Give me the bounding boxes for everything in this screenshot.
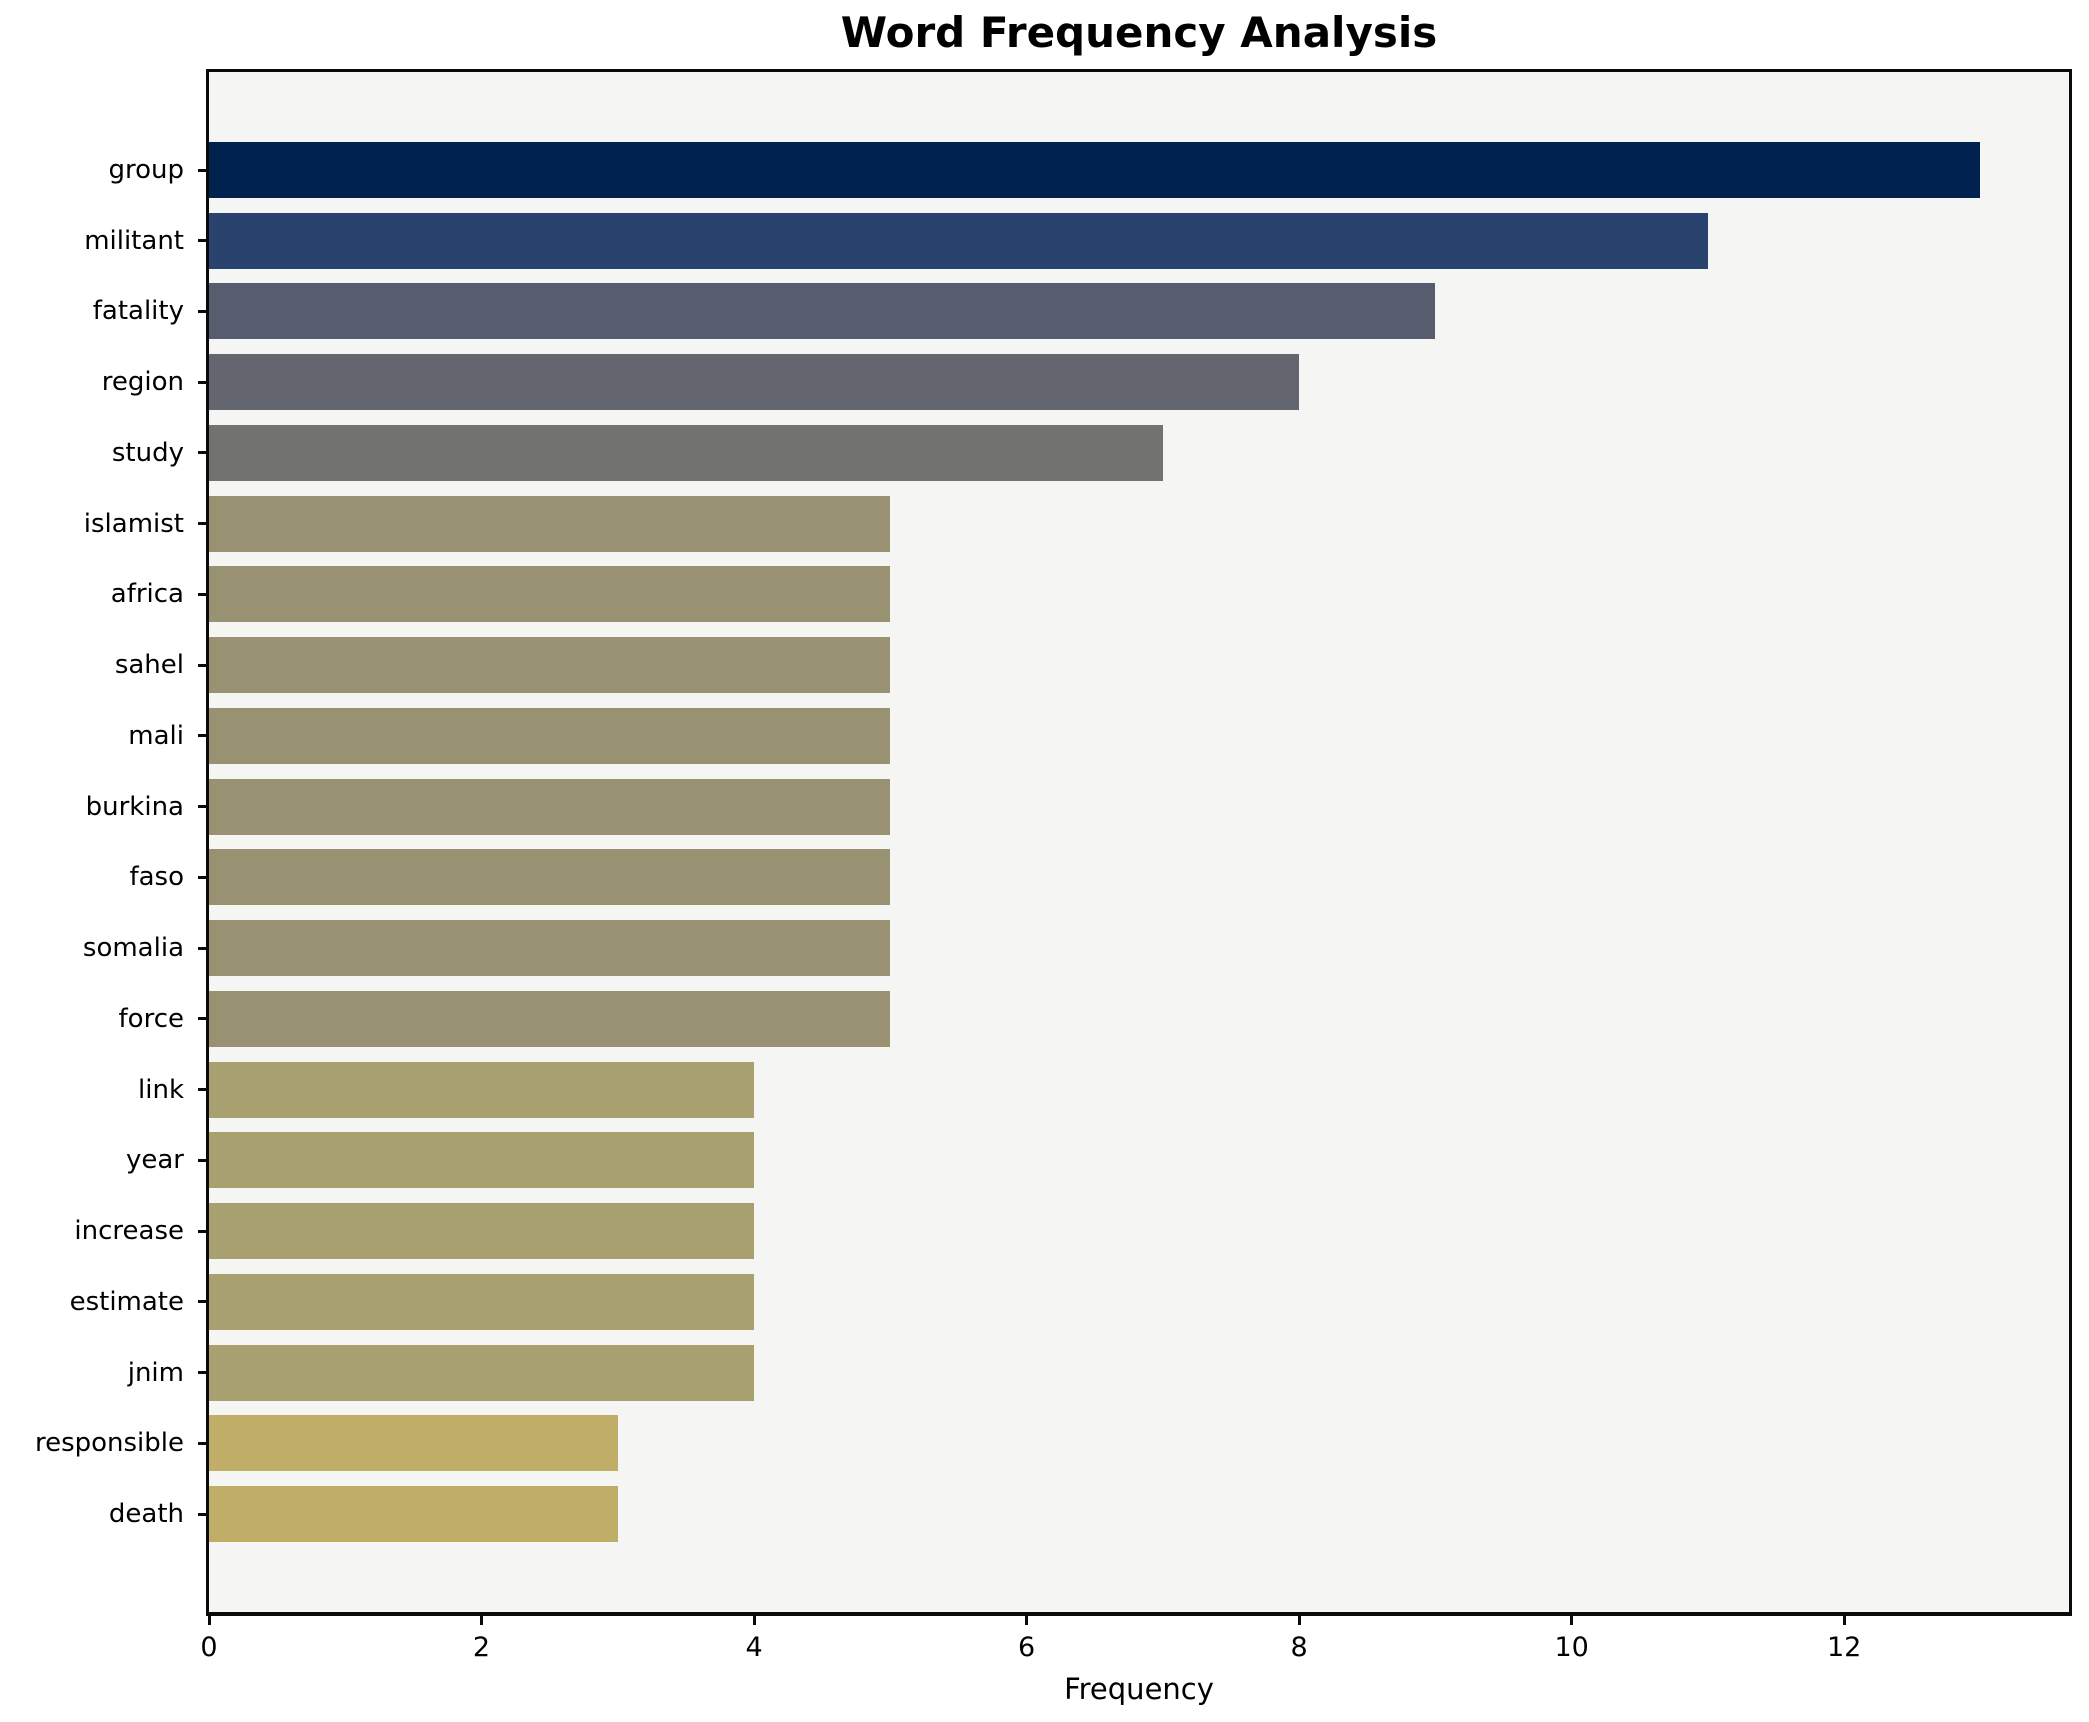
y-tick-label-group: group — [108, 155, 184, 185]
y-tick-mark — [198, 168, 209, 172]
y-tick-label-militant: militant — [84, 225, 184, 256]
bar-group — [209, 142, 1981, 198]
bar-year — [209, 1132, 755, 1189]
x-tick-label-8: 8 — [1290, 1632, 1308, 1663]
y-tick-label-year: year — [125, 1145, 184, 1176]
bar-study — [209, 424, 1163, 481]
y-tick-mark — [198, 663, 209, 667]
y-tick-label-islamist: islamist — [83, 508, 184, 539]
bar-sahel — [209, 637, 891, 694]
bar-jnim — [209, 1344, 755, 1401]
y-tick-label-study: study — [111, 437, 184, 468]
bar-region — [209, 354, 1300, 411]
y-tick-mark — [198, 451, 209, 455]
bar-faso — [209, 849, 891, 906]
bar-burkina — [209, 778, 891, 835]
y-tick-mark — [198, 1371, 209, 1375]
bar-africa — [209, 566, 891, 623]
x-tick-label-10: 10 — [1554, 1632, 1589, 1663]
y-tick-mark — [198, 239, 209, 243]
y-tick-mark — [198, 734, 209, 738]
bar-islamist — [209, 495, 891, 552]
x-tick-mark — [1297, 1613, 1301, 1625]
y-tick-label-jnim: jnim — [127, 1357, 184, 1388]
y-tick-label-region: region — [101, 367, 184, 398]
y-tick-mark — [198, 1088, 209, 1092]
y-tick-mark — [198, 1158, 209, 1162]
y-tick-mark — [198, 592, 209, 596]
x-tick-label-12: 12 — [1826, 1632, 1862, 1663]
y-tick-label-somalia: somalia — [82, 933, 184, 964]
x-tick-label-2: 2 — [472, 1632, 491, 1663]
y-tick-mark — [198, 1441, 209, 1445]
y-tick-label-force: force — [118, 1003, 184, 1034]
y-tick-label-increase: increase — [74, 1216, 184, 1247]
y-tick-label-africa: africa — [110, 579, 184, 610]
y-tick-mark — [198, 875, 209, 879]
y-tick-label-estimate: estimate — [69, 1286, 184, 1317]
bar-mali — [209, 707, 891, 764]
x-tick-mark — [207, 1613, 211, 1625]
chart-title: Word Frequency Analysis — [840, 8, 1438, 57]
x-tick-mark — [480, 1613, 484, 1625]
x-tick-label-0: 0 — [200, 1632, 218, 1663]
y-tick-mark — [198, 1512, 209, 1516]
y-tick-label-mali: mali — [128, 720, 184, 751]
y-tick-mark — [198, 946, 209, 950]
y-tick-label-fatality: fatality — [92, 296, 184, 327]
bar-fatality — [209, 283, 1436, 340]
bar-death — [209, 1486, 618, 1542]
bar-force — [209, 990, 891, 1047]
y-tick-mark — [198, 522, 209, 526]
y-tick-mark — [198, 309, 209, 313]
y-tick-label-faso: faso — [129, 862, 184, 893]
y-tick-label-death: death — [108, 1499, 184, 1529]
bar-somalia — [209, 920, 891, 977]
bar-responsible — [209, 1415, 618, 1472]
y-tick-mark — [198, 805, 209, 809]
x-tick-label-4: 4 — [745, 1632, 763, 1663]
x-tick-mark — [1842, 1613, 1846, 1625]
y-tick-mark — [198, 1017, 209, 1021]
y-tick-label-burkina: burkina — [85, 791, 184, 822]
y-tick-label-link: link — [138, 1074, 184, 1105]
y-tick-label-sahel: sahel — [114, 650, 184, 681]
bar-estimate — [209, 1273, 755, 1330]
x-tick-mark — [1570, 1613, 1574, 1625]
y-tick-label-responsible: responsible — [34, 1428, 184, 1459]
x-tick-mark — [752, 1613, 756, 1625]
x-axis-title: Frequency — [1064, 1672, 1214, 1706]
plot-area — [209, 72, 2069, 1612]
x-tick-label-6: 6 — [1017, 1632, 1036, 1663]
bar-increase — [209, 1203, 755, 1260]
y-tick-mark — [198, 380, 209, 384]
bar-link — [209, 1061, 755, 1118]
x-tick-mark — [1025, 1613, 1029, 1625]
y-tick-mark — [198, 1229, 209, 1233]
y-tick-mark — [198, 1300, 209, 1304]
bar-militant — [209, 212, 1708, 269]
